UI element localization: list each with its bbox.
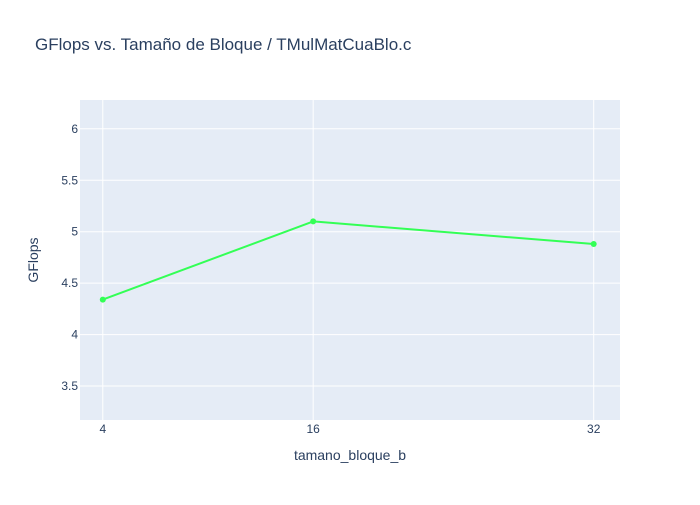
grid-layer: [80, 100, 620, 420]
y-tick-label: 5.5: [61, 173, 78, 187]
tick-layer: 3.5 4 4.5 5 5.5 6 4 16 32: [61, 122, 600, 436]
y-tick-label: 5: [71, 225, 78, 239]
x-tick-label: 16: [307, 422, 321, 436]
y-axis-title: GFlops: [25, 237, 41, 282]
y-tick-label: 4: [71, 328, 78, 342]
data-point: [310, 218, 317, 225]
x-tick-label: 32: [587, 422, 601, 436]
x-axis-title: tamano_bloque_b: [294, 447, 406, 463]
x-tick-label: 4: [99, 422, 106, 436]
data-point: [99, 296, 106, 303]
data-layer: [99, 218, 597, 303]
y-tick-label: 6: [71, 122, 78, 136]
data-point: [590, 241, 597, 248]
plot-area: [80, 100, 620, 420]
y-tick-label: 4.5: [61, 276, 78, 290]
chart-title: GFlops vs. Tamaño de Bloque / TMulMatCua…: [35, 35, 412, 54]
y-tick-label: 3.5: [61, 379, 78, 393]
